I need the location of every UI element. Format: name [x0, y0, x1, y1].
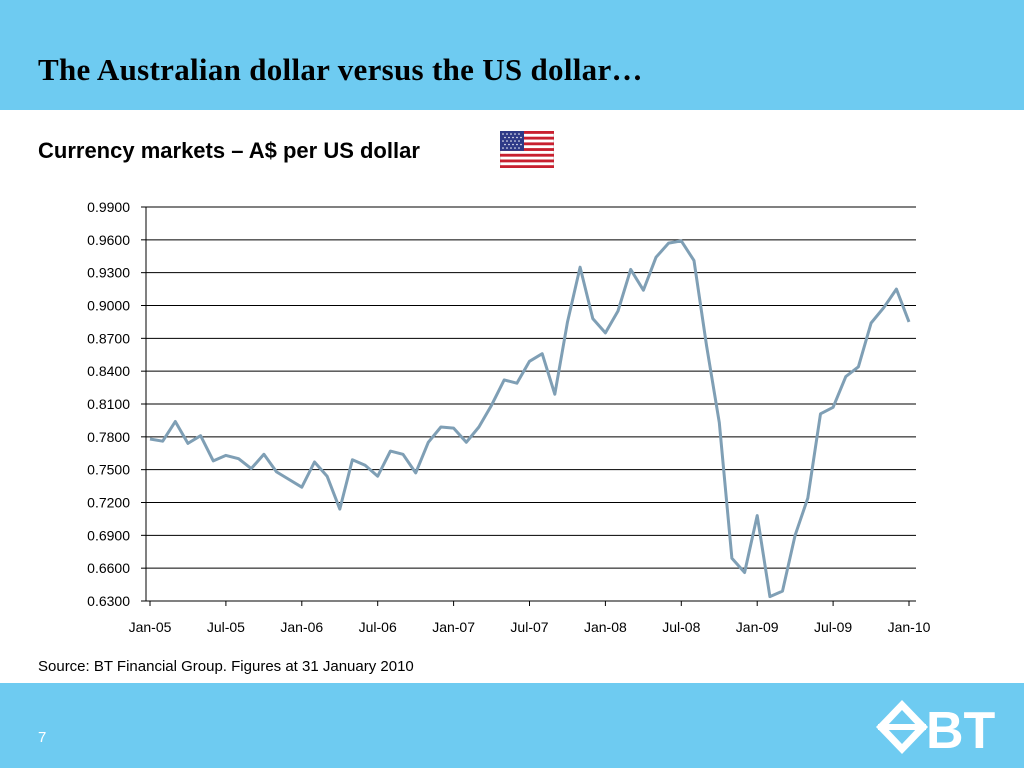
slide-title: The Australian dollar versus the US doll… [38, 52, 643, 87]
y-tick-label: 0.8700 [87, 330, 130, 346]
y-tick-label: 0.6900 [87, 527, 130, 543]
y-tick-label: 0.9300 [87, 265, 130, 281]
y-tick-label: 0.8100 [87, 396, 130, 412]
x-tick-label: Jan-05 [129, 619, 172, 635]
y-tick-label: 0.9900 [87, 199, 130, 215]
chart-subtitle: Currency markets – A$ per US dollar [38, 138, 420, 163]
footer-band [0, 683, 1024, 768]
y-tick-label: 0.8400 [87, 363, 130, 379]
x-tick-label: Jul-05 [207, 619, 245, 635]
logo-text: BT [926, 702, 996, 756]
title-band [0, 0, 1024, 110]
page-number: 7 [38, 729, 47, 746]
exchange-rate-line-chart: 0.9900 0.9600 0.9300 0.9000 0.8700 0.8400 0.81… [87, 199, 931, 635]
x-tick-label: Jan-07 [432, 619, 475, 635]
y-tick-label: 0.6600 [87, 560, 130, 576]
y-tick-label: 0.7200 [87, 495, 130, 511]
x-tick-label: Jan-10 [888, 619, 931, 635]
y-tick-label: 0.9600 [87, 232, 130, 248]
x-tick-label: Jan-08 [584, 619, 627, 635]
x-tick-label: Jul-08 [662, 619, 700, 635]
source-note: Source: BT Financial Group. Figures at 3… [38, 658, 414, 675]
x-tick-label: Jan-06 [280, 619, 323, 635]
us-flag-icon [500, 131, 554, 168]
bt-diamond-logo-icon: BT [876, 700, 996, 756]
y-tick-label: 0.7500 [87, 462, 130, 478]
y-tick-label: 0.9000 [87, 298, 130, 314]
y-tick-label: 0.6300 [87, 593, 130, 609]
series-line [149, 239, 911, 599]
x-tick-label: Jul-09 [814, 619, 852, 635]
x-tick-label: Jul-06 [359, 619, 397, 635]
y-tick-label: 0.7800 [87, 429, 130, 445]
x-tick-label: Jul-07 [510, 619, 548, 635]
x-tick-label: Jan-09 [736, 619, 779, 635]
